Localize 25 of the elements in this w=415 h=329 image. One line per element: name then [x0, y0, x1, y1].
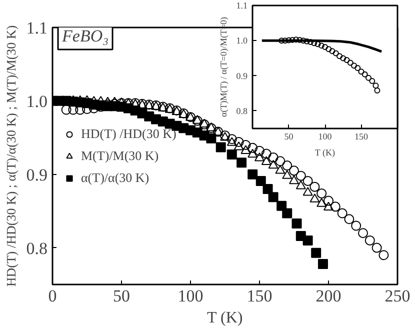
x-tick-label: 250 [384, 286, 410, 306]
y-axis-title: α(T)M(T) / α(T=0)/M(T=0) [218, 16, 228, 118]
x-tick-label: 50 [113, 286, 130, 306]
x-axis-title: T (K) [207, 310, 243, 326]
x-tick-label: 100 [318, 132, 332, 142]
legend-label: HD(T) /HD(30 K) [81, 126, 176, 142]
y-tick-label: 1.0 [236, 36, 248, 46]
y-tick-label: 0.9 [26, 165, 48, 184]
y-tick-label: 0.8 [26, 238, 48, 258]
x-tick-label: 50 [284, 132, 294, 142]
y-tick-label: 1.0 [26, 92, 48, 111]
y-tick-label: 0.8 [236, 106, 248, 116]
x-tick-label: 0 [48, 286, 57, 306]
y-tick-label: 1.1 [236, 0, 248, 10]
y-tick-label: 0.9 [236, 70, 248, 81]
x-tick-label: 150 [354, 132, 368, 142]
y-tick-label: 1.1 [26, 18, 48, 38]
x-tick-label: 150 [246, 286, 272, 306]
x-tick-label: 100 [178, 286, 204, 306]
x-tick-label: 200 [316, 286, 342, 306]
y-axis-title: HD(T) /HD(30 K) ; α(T)/α(30 K) ; M(T)/M(30 K) [3, 25, 18, 287]
annotation: FeBO₃ [61, 26, 109, 46]
x-axis-title: T (K) [314, 148, 335, 158]
legend-label: α(T)/α(30 K) [81, 170, 150, 186]
legend-label: M(T)/M(30 K) [81, 148, 159, 164]
